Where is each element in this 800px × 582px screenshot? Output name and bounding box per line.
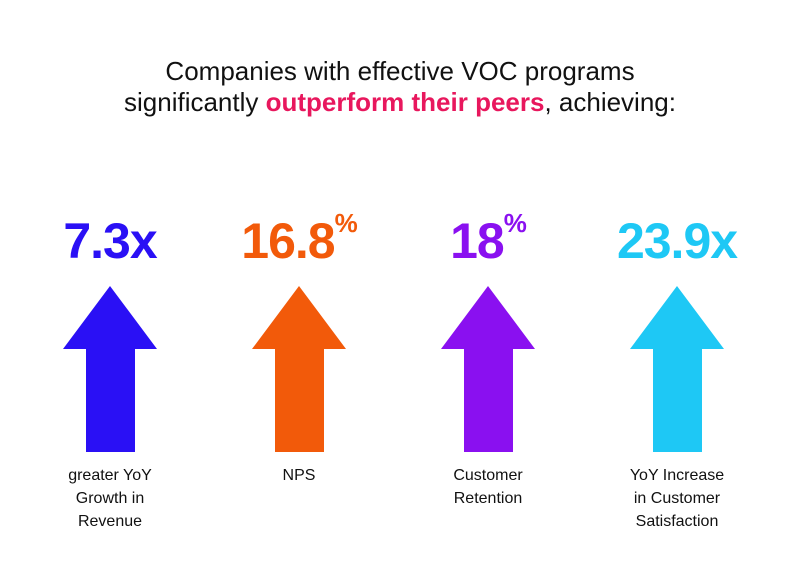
stat-label-line: Satisfaction [635, 513, 719, 530]
up-arrow-icon [630, 286, 724, 452]
stat-label-line: Growth in [75, 490, 145, 507]
stat-label-line: Customer [453, 467, 523, 484]
headline-prefix: significantly [124, 87, 266, 117]
stat-label-line: Retention [453, 490, 523, 507]
stat-label: YoY Increase in Customer Satisfaction [582, 464, 772, 533]
stat-label-line: in Customer [633, 490, 721, 507]
headline-highlight: outperform their peers [265, 87, 545, 117]
stat-value: 18% [393, 208, 583, 270]
arrow-shape [441, 286, 535, 452]
stat-number: 7.3x [63, 213, 157, 269]
stat-suffix: % [334, 208, 358, 238]
stat-column: 23.9x YoY Increase in Customer Satisfactio… [582, 0, 772, 582]
stat-suffix: % [503, 208, 527, 238]
stat-label-line: Revenue [77, 513, 143, 530]
stat-value: 16.8% [204, 208, 394, 270]
headline: Companies with effective VOC programs si… [0, 56, 800, 118]
stat-number: 16.8 [241, 213, 335, 269]
arrow-shape [63, 286, 157, 452]
stat-value: 23.9x [582, 212, 772, 270]
stat-label-line: greater YoY [68, 467, 152, 484]
stat-label: Customer Retention [393, 464, 583, 510]
stat-column: 16.8% NPS [204, 0, 394, 582]
stat-value: 7.3x [15, 212, 205, 270]
stat-label: NPS [204, 464, 394, 487]
stat-label-line: NPS [282, 467, 316, 484]
stat-column: 7.3x greater YoY Growth in Revenue [15, 0, 205, 582]
arrow-shape [630, 286, 724, 452]
stat-column: 18% Customer Retention [393, 0, 583, 582]
headline-suffix: , achieving: [544, 87, 676, 117]
up-arrow-icon [441, 286, 535, 452]
stat-number: 23.9x [616, 213, 738, 269]
up-arrow-icon [63, 286, 157, 452]
stat-label: greater YoY Growth in Revenue [15, 464, 205, 533]
headline-line-1: Companies with effective VOC programs [165, 56, 635, 86]
headline-line-2: significantly outperform their peers, ac… [0, 87, 800, 118]
arrow-shape [252, 286, 346, 452]
stat-label-line: YoY Increase [629, 467, 725, 484]
stat-number: 18 [450, 213, 505, 269]
up-arrow-icon [252, 286, 346, 452]
